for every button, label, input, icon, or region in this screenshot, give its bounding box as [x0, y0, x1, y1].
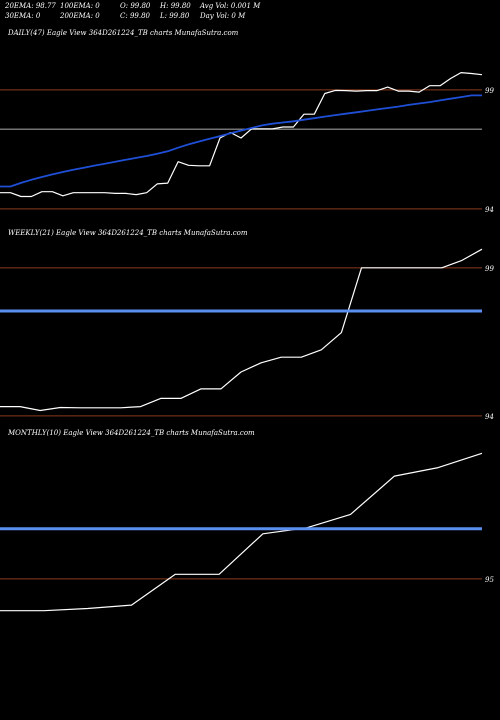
ema30-readout: 30EMA: 0: [5, 12, 41, 20]
weekly-tick-label: 94: [485, 413, 494, 421]
ema200-readout: 200EMA: 0: [60, 12, 100, 20]
monthly-price-line: [0, 452, 483, 612]
weekly-chart-title: WEEKLY(21) Eagle View 364D261224_TB char…: [8, 229, 248, 237]
monthly-chart-title: MONTHLY(10) Eagle View 364D261224_TB cha…: [8, 429, 255, 437]
ema100-readout: 100EMA: 0: [60, 2, 100, 10]
daily-tick-label: 99: [485, 87, 494, 95]
low-readout: L: 99.80: [160, 12, 190, 20]
monthly-tick-label: 95: [485, 576, 494, 584]
avg-vol-readout: Avg Vol: 0.001 M: [200, 2, 261, 10]
weekly-tick-label: 99: [485, 265, 494, 273]
daily-price-line: [0, 71, 483, 198]
weekly-price-line: [0, 248, 483, 412]
open-readout: O: 99.80: [120, 2, 151, 10]
ema20-readout: 20EMA: 98.77: [5, 2, 56, 10]
daily-tick-label: 94: [485, 206, 494, 214]
daily-ema-line: [0, 94, 482, 188]
close-readout: C: 99.80: [120, 12, 150, 20]
daily-chart-title: DAILY(47) Eagle View 364D261224_TB chart…: [8, 29, 239, 37]
high-readout: H: 99.80: [160, 2, 191, 10]
day-vol-readout: Day Vol: 0 M: [200, 12, 246, 20]
